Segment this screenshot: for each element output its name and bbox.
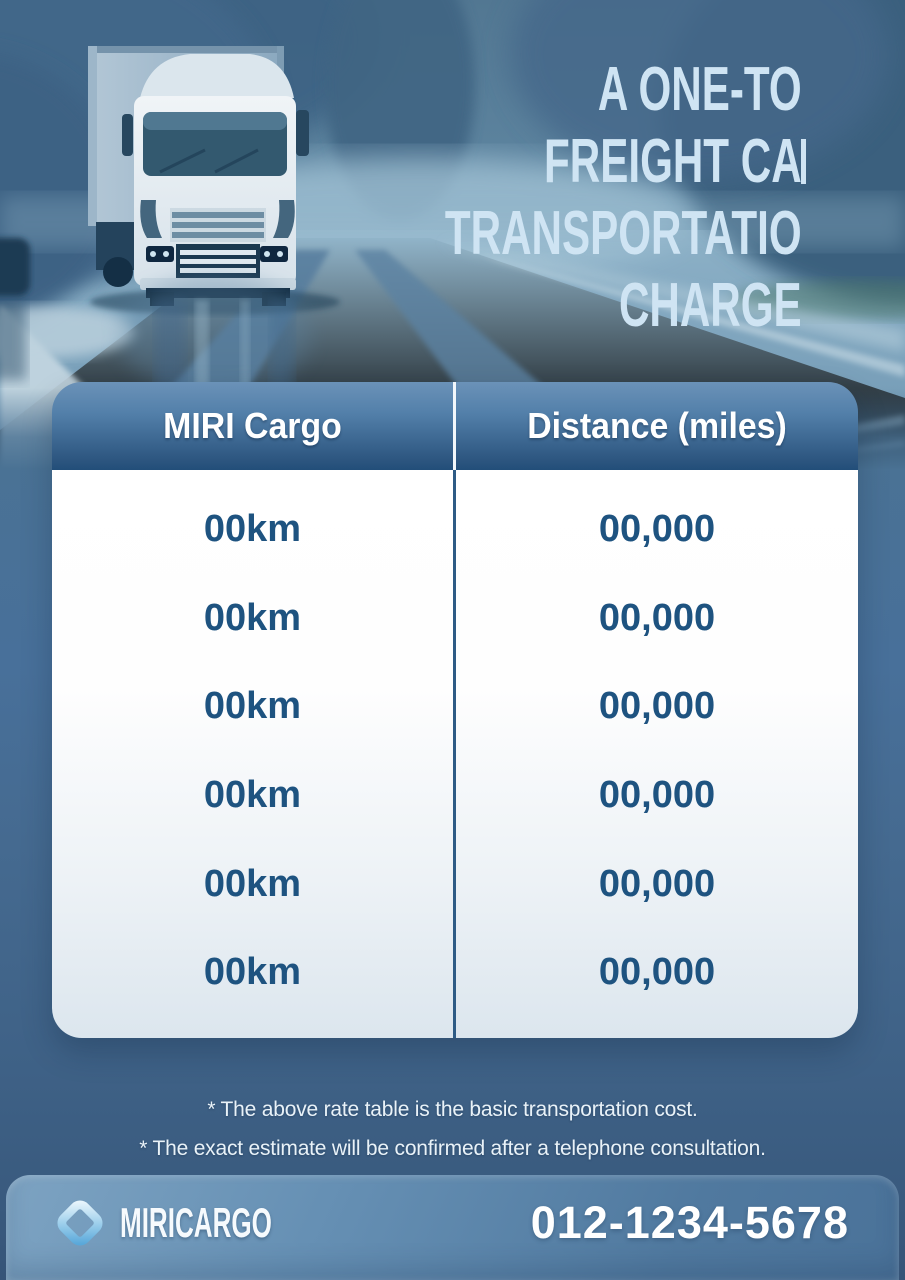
distance-cell: 00,000 (598, 862, 716, 905)
table-row: 00km 00,000 (52, 485, 858, 574)
phone-number: 012-1234-5678 (530, 1196, 849, 1248)
distance-cell: 00,000 (598, 507, 716, 550)
footnotes: * The above rate table is the basic tran… (0, 1090, 905, 1168)
poster-title: A ONE-TO FREIGHT CA TRANSPORTATIO CHARGE (277, 54, 802, 342)
column-header-distance: Distance (miles) (527, 405, 787, 446)
table-row: 00km 00,000 (52, 751, 858, 840)
brand-name: MIRICARGO (120, 1198, 272, 1246)
distance-cell: 00,000 (598, 685, 716, 728)
cargo-cell: 00km (203, 596, 302, 639)
table-row: 00km 00,000 (52, 928, 858, 1017)
title-line: TRANSPORTATIO (445, 199, 802, 268)
clipped-letter-fragment (801, 139, 806, 184)
title-line: CHARGE (619, 271, 802, 340)
cargo-cell: 00km (203, 773, 302, 816)
rate-table-card: MIRI Cargo Distance (miles) 00km 00,000 … (52, 382, 858, 1038)
table-row: 00km 00,000 (52, 662, 858, 751)
brand-logo: MIRICARGO (52, 1195, 365, 1251)
footnote-line: * The above rate table is the basic tran… (207, 1098, 698, 1121)
diamond-icon (57, 1199, 103, 1246)
distance-cell: 00,000 (598, 596, 716, 639)
table-body: 00km 00,000 00km 00,000 00km 00,000 00km… (52, 470, 858, 1038)
table-header: MIRI Cargo Distance (miles) (52, 382, 858, 470)
cargo-cell: 00km (203, 685, 302, 728)
distant-car (0, 238, 30, 380)
body-column-divider (453, 470, 456, 1038)
cargo-cell: 00km (203, 507, 302, 550)
footer-bar: MIRICARGO 012-1234-5678 (6, 1175, 899, 1280)
header-column-divider (453, 382, 456, 470)
column-header-cargo: MIRI Cargo (163, 405, 342, 446)
cargo-cell: 00km (203, 951, 302, 994)
table-row: 00km 00,000 (52, 840, 858, 929)
cargo-cell: 00km (203, 862, 302, 905)
distance-cell: 00,000 (598, 773, 716, 816)
table-row: 00km 00,000 (52, 574, 858, 663)
title-line: FREIGHT CA (544, 127, 802, 196)
distance-cell: 00,000 (598, 951, 716, 994)
title-line: A ONE-TO (598, 55, 802, 124)
footnote-line: * The exact estimate will be confirmed a… (139, 1137, 766, 1160)
